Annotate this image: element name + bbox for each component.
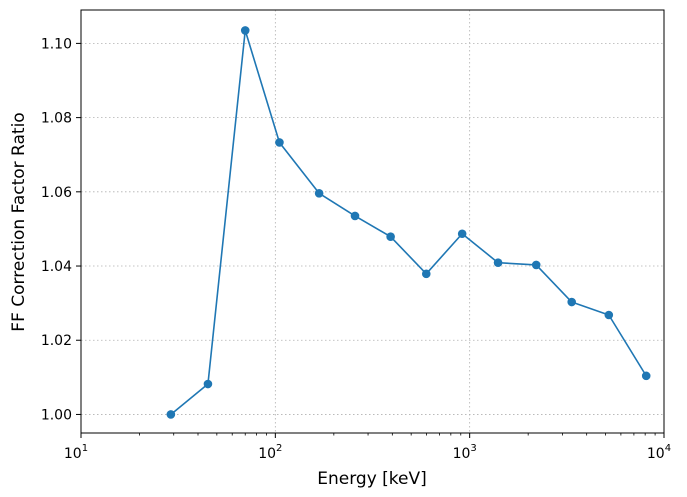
data-point (275, 138, 284, 147)
data-point (240, 26, 250, 35)
x-tick-label: 102 (258, 443, 282, 462)
y-axis-label: FF Correction Factor Ratio (9, 112, 29, 331)
series-layer (166, 26, 651, 419)
data-point (641, 371, 651, 381)
data-point (604, 310, 614, 320)
x-axis-label: Energy [keV] (317, 469, 427, 489)
data-point (314, 189, 324, 198)
data-point (493, 258, 503, 267)
y-tick-label: 1.08 (41, 111, 72, 127)
data-point (203, 379, 213, 389)
y-tick-label: 1.04 (41, 259, 72, 275)
data-point (166, 410, 176, 419)
x-tick-label: 101 (64, 443, 88, 462)
tick-layer: 101 102 103 104 1.00 1.02 1.04 1.06 1.08 1.10 (41, 36, 671, 462)
data-point (531, 260, 541, 270)
x-tick-label: 104 (647, 443, 671, 462)
y-tick-label: 1.00 (41, 407, 72, 423)
data-point (350, 211, 360, 221)
y-tick-label: 1.10 (41, 36, 72, 52)
y-tick-label: 1.02 (41, 333, 72, 349)
plot-frame (80, 9, 665, 434)
data-point (567, 297, 577, 307)
data-point (421, 269, 431, 279)
grid-layer (81, 10, 664, 433)
x-tick-label: 103 (453, 443, 477, 462)
data-point (386, 232, 395, 242)
data-point (457, 229, 467, 239)
y-tick-label: 1.06 (41, 185, 72, 201)
series-line (170, 29, 647, 416)
